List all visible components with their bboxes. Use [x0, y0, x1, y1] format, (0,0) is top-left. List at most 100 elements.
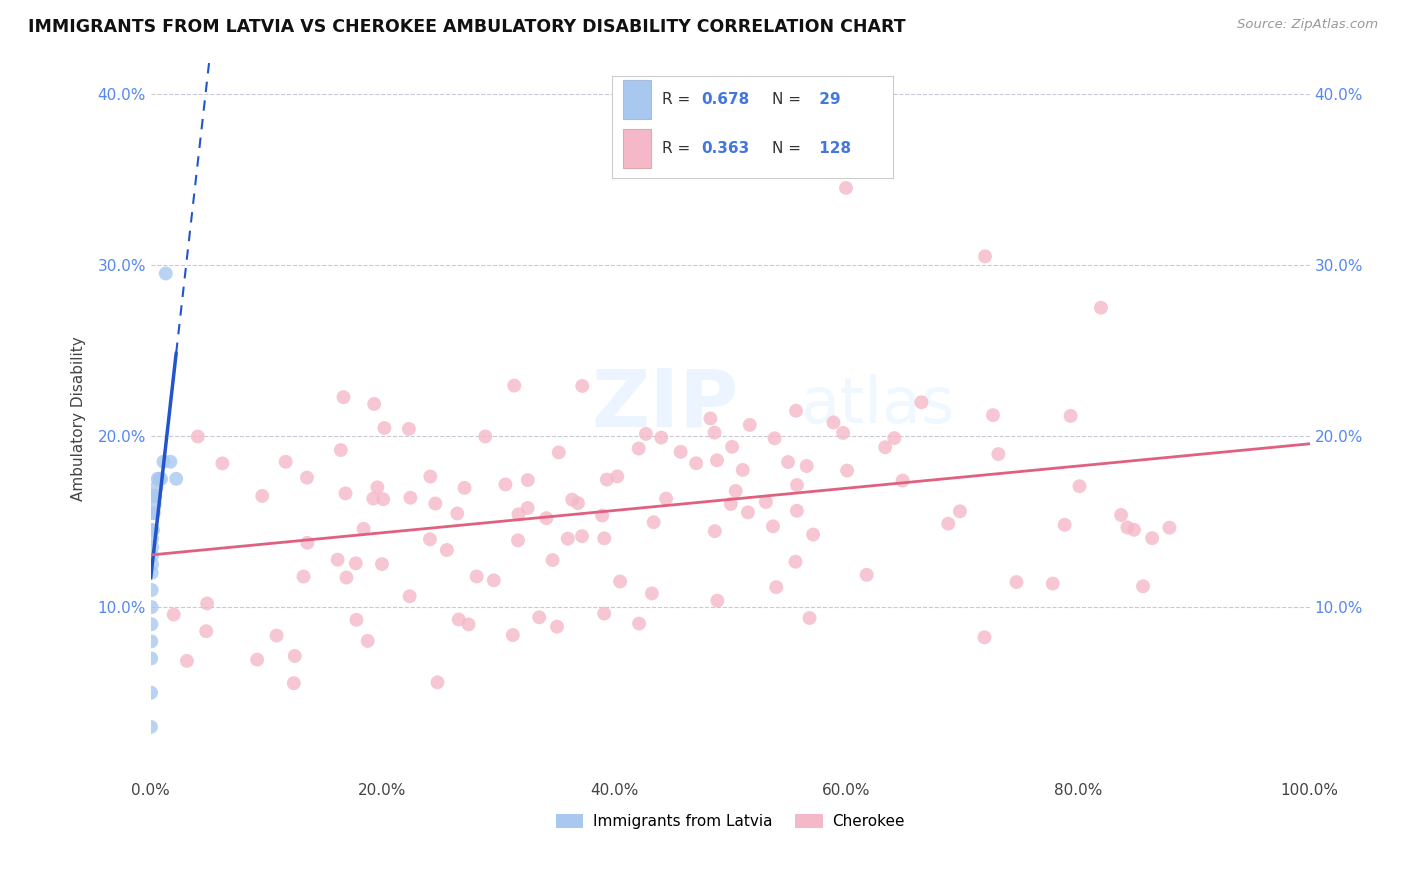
Point	[1123, 523, 1146, 537]
Legend: Immigrants from Latvia, Cherokee: Immigrants from Latvia, Cherokee	[550, 808, 910, 835]
Point	[557, 532, 579, 546]
Text: atlas: atlas	[800, 374, 955, 435]
Point	[669, 445, 692, 459]
Point	[835, 181, 858, 195]
Point	[785, 404, 807, 418]
Point	[1059, 409, 1081, 423]
Point	[837, 464, 859, 478]
Text: N =: N =	[772, 92, 801, 107]
Point	[344, 613, 367, 627]
Point	[593, 607, 616, 621]
Point	[832, 425, 855, 440]
Point	[1140, 531, 1163, 545]
Point	[571, 529, 593, 543]
Point	[655, 491, 678, 506]
Point	[143, 498, 166, 512]
Point	[738, 417, 761, 432]
Point	[650, 431, 672, 445]
Point	[143, 489, 166, 503]
Point	[141, 582, 163, 597]
Point	[141, 651, 163, 665]
Point	[373, 492, 395, 507]
Point	[142, 506, 165, 520]
Point	[981, 408, 1004, 422]
Point	[737, 505, 759, 519]
Point	[482, 574, 505, 588]
Text: 0.363: 0.363	[702, 141, 749, 156]
Point	[974, 249, 997, 263]
Point	[436, 543, 458, 558]
Point	[776, 455, 799, 469]
Point	[721, 440, 744, 454]
Point	[987, 447, 1010, 461]
Point	[1159, 521, 1181, 535]
Point	[283, 676, 305, 690]
Point	[142, 489, 165, 503]
Point	[593, 531, 616, 545]
Text: 0.678: 0.678	[702, 92, 749, 107]
Text: N =: N =	[772, 141, 801, 156]
Point	[547, 445, 569, 459]
Point	[326, 552, 349, 566]
Point	[628, 616, 651, 631]
Point	[371, 557, 394, 571]
Point	[252, 489, 274, 503]
Point	[949, 504, 972, 518]
Point	[165, 472, 187, 486]
Point	[799, 611, 821, 625]
Point	[801, 527, 824, 541]
Point	[141, 558, 163, 572]
Text: 29: 29	[814, 92, 841, 107]
Point	[332, 390, 354, 404]
Point	[720, 497, 742, 511]
Point	[187, 429, 209, 443]
Point	[398, 589, 420, 603]
Point	[763, 431, 786, 445]
Point	[148, 472, 170, 486]
Point	[146, 472, 169, 486]
Point	[823, 416, 845, 430]
Point	[1090, 301, 1112, 315]
Point	[502, 628, 524, 642]
Text: R =: R =	[662, 92, 696, 107]
Point	[567, 496, 589, 510]
Point	[546, 620, 568, 634]
Point	[706, 453, 728, 467]
Point	[419, 533, 441, 547]
Point	[141, 532, 163, 546]
Point	[796, 458, 818, 473]
Point	[529, 610, 551, 624]
Point	[292, 569, 315, 583]
Point	[561, 492, 583, 507]
Point	[541, 553, 564, 567]
Point	[145, 480, 167, 494]
Point	[335, 486, 357, 500]
Point	[274, 455, 297, 469]
Point	[891, 474, 914, 488]
Y-axis label: Ambulatory Disability: Ambulatory Disability	[72, 336, 86, 501]
Point	[246, 652, 269, 666]
Point	[641, 586, 664, 600]
Point	[875, 440, 897, 454]
Bar	[623, 80, 651, 119]
Point	[266, 629, 288, 643]
Point	[141, 634, 163, 648]
Point	[1042, 576, 1064, 591]
Point	[155, 267, 177, 281]
Point	[366, 480, 388, 494]
Point	[141, 566, 163, 580]
Point	[883, 431, 905, 445]
Point	[910, 395, 932, 409]
Point	[731, 463, 754, 477]
Point	[755, 495, 778, 509]
Point	[506, 533, 529, 548]
Point	[516, 473, 538, 487]
Point	[297, 535, 319, 549]
Point	[627, 442, 650, 456]
Point	[353, 522, 375, 536]
Point	[685, 456, 707, 470]
Point	[643, 515, 665, 529]
Point	[606, 469, 628, 483]
Point	[211, 456, 233, 470]
Point	[762, 519, 785, 533]
